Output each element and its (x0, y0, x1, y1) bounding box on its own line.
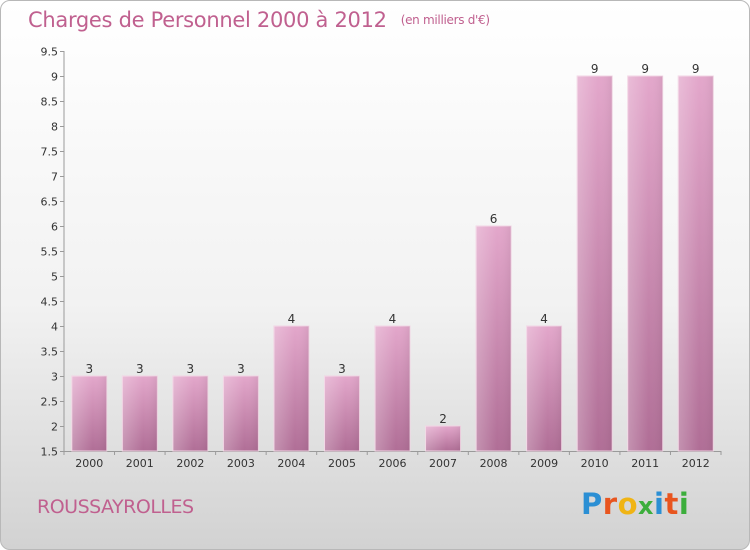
bar-shade (577, 76, 613, 451)
value-label: 9 (692, 62, 700, 76)
y-tick-label: 2.5 (41, 396, 59, 409)
x-tick-label: 2001 (126, 457, 154, 470)
x-tick-label: 2010 (581, 457, 609, 470)
x-tick-label: 2004 (277, 457, 305, 470)
y-tick-label: 8 (51, 121, 58, 134)
y-tick-label: 6 (51, 221, 58, 234)
bar-shade (223, 376, 259, 451)
chart-title-block: Charges de Personnel 2000 à 2012 (en mill… (28, 8, 490, 32)
value-label: 3 (136, 362, 144, 376)
logo-letter: i (678, 487, 690, 521)
bar-shade (122, 376, 158, 451)
commune-name: ROUSSAYROLLES (37, 496, 194, 518)
y-tick-label: 6.5 (41, 196, 59, 209)
x-tick-label: 2009 (530, 457, 558, 470)
proxiti-logo: Proxiti (581, 487, 689, 521)
bar-shade (71, 376, 107, 451)
y-tick-label: 9.5 (41, 46, 59, 59)
value-label: 4 (389, 312, 397, 326)
chart-subtitle: (en milliers d'€) (400, 13, 490, 27)
bars (71, 75, 714, 452)
x-axis: 2000 2001 2002 2003 2004 2005 2006 2007 2008 2009… (63, 451, 722, 470)
bar-shade (526, 326, 562, 451)
y-tick-label: 5 (51, 271, 58, 284)
value-label: 9 (641, 62, 649, 76)
logo-letter: t (664, 487, 679, 521)
y-tick-label: 2 (51, 421, 58, 434)
x-tick-label: 2003 (227, 457, 255, 470)
bar-shade (172, 376, 208, 451)
value-label: 2 (439, 412, 447, 426)
x-tick-label: 2008 (480, 457, 508, 470)
y-tick-label: 9 (51, 71, 58, 84)
bar-shade (425, 426, 461, 451)
value-label: 9 (591, 62, 599, 76)
value-label: 3 (187, 362, 195, 376)
value-label: 6 (490, 212, 498, 226)
bar-shade (273, 326, 309, 451)
bar-shade (375, 326, 410, 451)
value-label: 3 (85, 362, 93, 376)
y-tick-label: 4 (51, 321, 58, 334)
y-tick-label: 8.5 (41, 96, 59, 109)
logo-letter: o (617, 487, 639, 521)
bar-shade (476, 226, 512, 451)
x-tick-label: 2002 (176, 457, 204, 470)
value-label: 3 (237, 362, 245, 376)
y-tick-label: 5.5 (41, 246, 59, 259)
y-tick-label: 3 (51, 371, 58, 384)
bar-shade (627, 76, 663, 451)
x-tick-label: 2000 (75, 457, 103, 470)
logo-letter: x (638, 492, 654, 520)
x-tick-label: 2006 (379, 457, 407, 470)
x-tick-label: 2012 (682, 457, 710, 470)
y-tick-label: 1.5 (41, 446, 59, 459)
value-label: 3 (338, 362, 346, 376)
y-tick-label: 7.5 (41, 146, 59, 159)
bar-shade (324, 376, 360, 451)
value-label: 4 (540, 312, 548, 326)
y-tick-label: 7 (51, 171, 58, 184)
logo-letter: P (581, 487, 603, 521)
value-label: 4 (288, 312, 296, 326)
logo-letter: r (602, 487, 618, 521)
x-tick-label: 2007 (429, 457, 457, 470)
x-tick-label: 2005 (328, 457, 356, 470)
y-tick-label: 4.5 (41, 296, 59, 309)
value-labels: 3 3 3 3 4 3 4 2 6 4 9 9 9 (85, 62, 699, 426)
bar-shade (678, 76, 714, 451)
x-tick-label: 2011 (631, 457, 659, 470)
y-axis: 1.5 2 2.5 3 3.5 4 4.5 5 5.5 6 6.5 7 7.5 8 8.5 9 9.5 (41, 46, 65, 459)
chart-title: Charges de Personnel 2000 à 2012 (28, 8, 387, 32)
y-tick-label: 3.5 (41, 346, 59, 359)
logo-letter: i (654, 487, 665, 521)
